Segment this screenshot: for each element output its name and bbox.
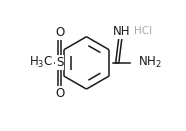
Text: NH: NH — [112, 25, 130, 38]
Text: O: O — [55, 26, 64, 39]
Text: S: S — [56, 56, 63, 69]
Text: NH$_2$: NH$_2$ — [137, 55, 161, 70]
Text: O: O — [55, 87, 64, 100]
Text: H$_3$C: H$_3$C — [28, 55, 53, 70]
Text: HCl: HCl — [134, 26, 152, 36]
